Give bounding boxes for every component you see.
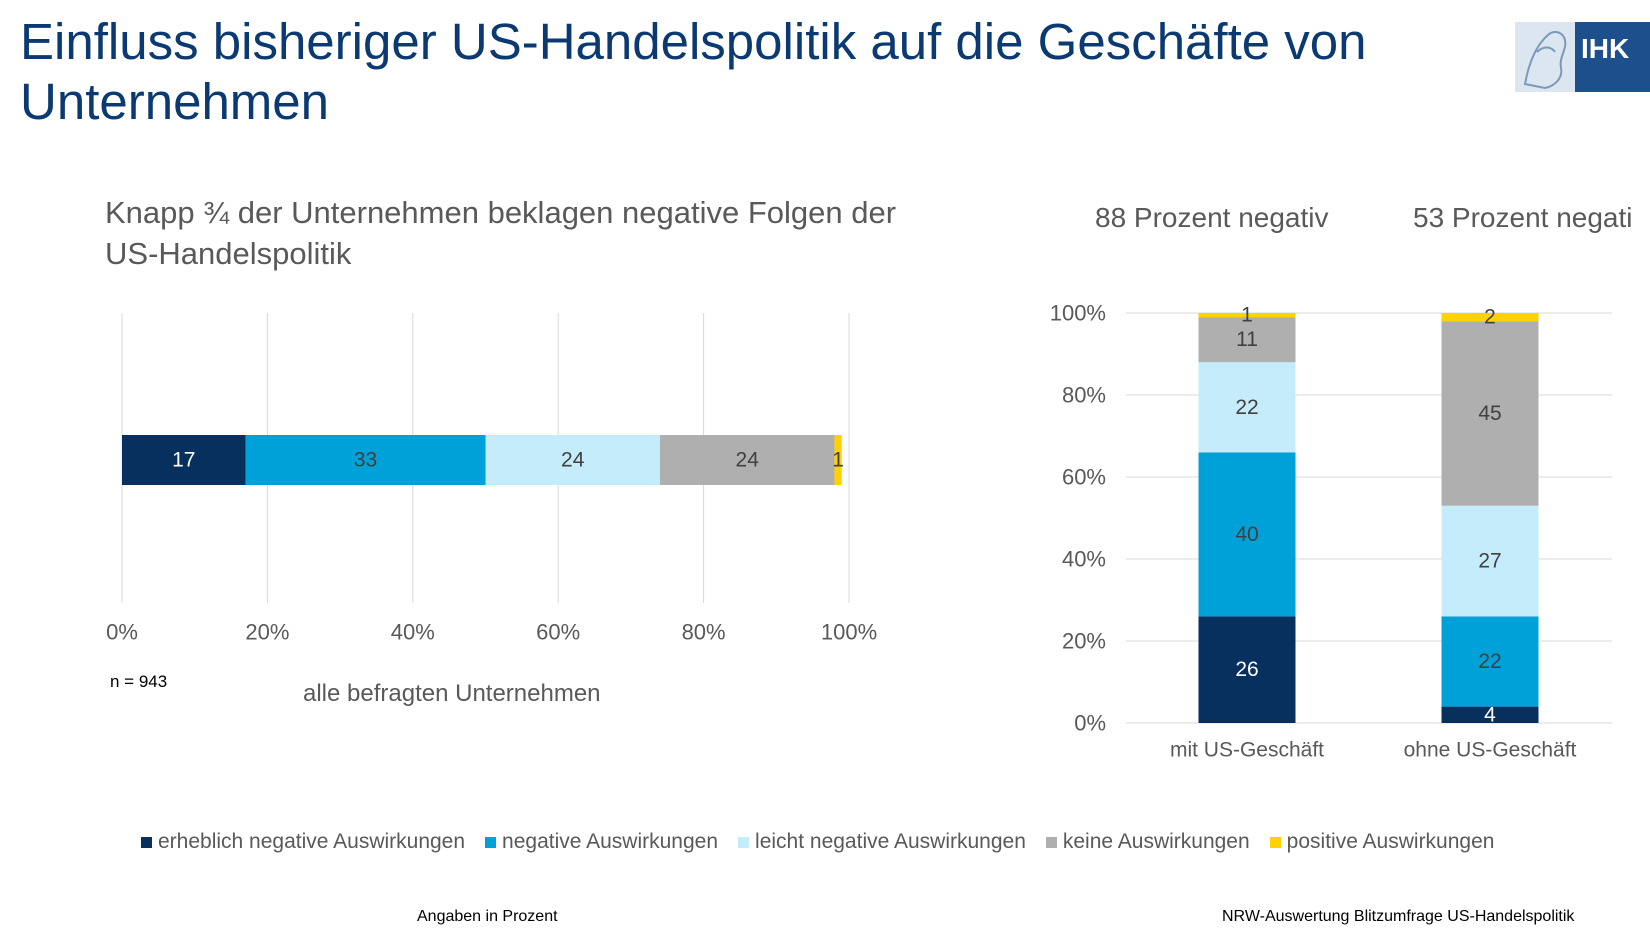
legend-item: erheblich negative Auswirkungen: [141, 830, 465, 854]
h-tick-label: 0%: [106, 620, 138, 645]
h-bar-data-label: 17: [172, 449, 195, 472]
h-tick-label: 20%: [245, 620, 289, 645]
v-bar-data-label: 40: [1235, 523, 1258, 546]
v-bar-segment: [1441, 313, 1539, 322]
v-tick-label: 40%: [1062, 547, 1106, 572]
h-bar-segment: [834, 435, 842, 485]
legend-swatch: [738, 836, 750, 848]
legend-item: negative Auswirkungen: [485, 830, 718, 854]
v-tick-label: 80%: [1062, 383, 1106, 408]
left-category-label: alle befragten Unternehmen: [303, 680, 601, 707]
sample-size-note: n = 943: [110, 672, 168, 691]
h-tick-label: 60%: [536, 620, 580, 645]
legend-swatch: [1269, 836, 1281, 848]
v-bar-segment: [1441, 321, 1539, 506]
v-bar-segment: [1198, 317, 1296, 363]
svg-text:IHK: IHK: [1581, 33, 1629, 64]
panel-title-ohne: 53 Prozent negati: [1413, 202, 1633, 233]
v-bar-segment: [1441, 505, 1539, 617]
h-tick-label: 100%: [821, 620, 877, 645]
v-bar-data-label: 22: [1235, 396, 1258, 419]
left-chart-title: Knapp ¾ der Unternehmen beklagen negativ…: [105, 195, 897, 271]
legend-label: keine Auswirkungen: [1062, 830, 1250, 853]
h-bar-data-label: 1: [832, 449, 844, 472]
h-bar-segment: [245, 435, 486, 485]
legend-label: positive Auswirkungen: [1286, 830, 1495, 853]
v-bar-segment: [1198, 616, 1296, 723]
footer-unit-note: Angaben in Prozent: [417, 908, 558, 925]
legend-label: leicht negative Auswirkungen: [755, 830, 1026, 853]
v-bar-segment: [1198, 452, 1296, 617]
v-bar-data-label: 26: [1235, 658, 1258, 681]
h-bar-segment: [122, 435, 246, 485]
v-category-label: mit US-Geschäft: [1170, 739, 1324, 762]
v-tick-label: 60%: [1062, 465, 1106, 490]
legend-label: negative Auswirkungen: [502, 830, 719, 853]
v-bar-data-label: 11: [1236, 328, 1258, 351]
h-bar-segment: [485, 435, 660, 485]
v-category-label: ohne US-Geschäft: [1404, 739, 1577, 762]
page-title: Einfluss bisheriger US-Handelspolitik au…: [20, 13, 1367, 130]
v-bar-data-label: 22: [1478, 650, 1501, 673]
v-bar-segment: [1198, 362, 1296, 453]
v-bar-data-label: 1: [1241, 304, 1253, 327]
v-bar-data-label: 45: [1478, 402, 1501, 425]
v-tick-label: 20%: [1062, 629, 1106, 654]
h-bar-segment: [659, 435, 835, 485]
legend-item: keine Auswirkungen: [1045, 830, 1250, 854]
v-bar-data-label: 2: [1484, 306, 1496, 329]
v-bar-data-label: 4: [1484, 703, 1496, 726]
legend-swatch: [485, 836, 497, 848]
h-bar-data-label: 24: [561, 449, 585, 472]
ihk-logo: IHK: [1515, 22, 1650, 92]
h-bar-data-label: 33: [354, 449, 377, 472]
v-bar-data-label: 27: [1478, 550, 1501, 573]
h-tick-label: 40%: [391, 620, 435, 645]
v-bar-segment: [1441, 616, 1539, 707]
v-tick-label: 100%: [1050, 301, 1106, 326]
v-tick-label: 0%: [1074, 711, 1106, 736]
v-bar-segment: [1441, 706, 1539, 723]
legend-label: erheblich negative Auswirkungen: [158, 830, 466, 853]
legend-item: leicht negative Auswirkungen: [738, 830, 1026, 854]
legend-swatch: [141, 836, 152, 848]
v-bar-segment: [1198, 313, 1296, 318]
legend-item: positive Auswirkungen: [1269, 830, 1495, 854]
h-tick-label: 80%: [682, 620, 726, 645]
panel-title-mit: 88 Prozent negativ: [1095, 202, 1329, 233]
footer-source: NRW-Auswertung Blitzumfrage US-Handelspo…: [1222, 908, 1575, 925]
legend-swatch: [1045, 836, 1057, 848]
legend: erheblich negative Auswirkungen negative …: [141, 830, 1494, 854]
h-bar-data-label: 24: [736, 449, 760, 472]
